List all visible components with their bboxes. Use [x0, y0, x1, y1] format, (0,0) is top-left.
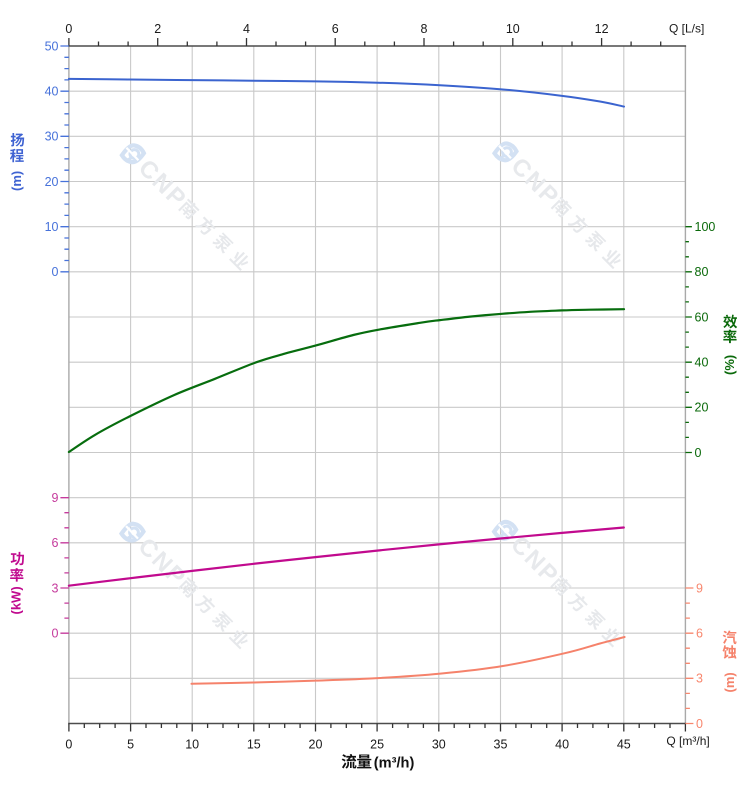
- svg-text:(m³/h): (m³/h): [374, 755, 415, 771]
- svg-text:45: 45: [617, 738, 631, 752]
- svg-text:60: 60: [695, 310, 709, 324]
- svg-text:0: 0: [65, 22, 72, 36]
- svg-text:(kW): (kW): [8, 586, 23, 614]
- svg-text:8: 8: [421, 22, 428, 36]
- svg-text:0: 0: [695, 446, 702, 460]
- svg-text:40: 40: [555, 738, 569, 752]
- svg-text:10: 10: [45, 220, 59, 234]
- svg-text:20: 20: [695, 401, 709, 415]
- svg-text:2: 2: [154, 22, 161, 36]
- svg-text:100: 100: [695, 220, 716, 234]
- svg-text:25: 25: [370, 738, 384, 752]
- svg-text:(%): (%): [722, 355, 737, 375]
- svg-text:20: 20: [45, 175, 59, 189]
- svg-text:6: 6: [332, 22, 339, 36]
- svg-text:30: 30: [432, 738, 446, 752]
- svg-text:Q [L/s]: Q [L/s]: [669, 22, 704, 36]
- svg-text:9: 9: [52, 491, 59, 505]
- svg-text:3: 3: [52, 581, 59, 595]
- svg-text:0: 0: [696, 717, 703, 731]
- svg-text:35: 35: [494, 738, 508, 752]
- svg-text:Q [m³/h]: Q [m³/h]: [666, 734, 709, 748]
- svg-text:20: 20: [309, 738, 323, 752]
- svg-text:(m): (m): [9, 171, 24, 191]
- svg-text:0: 0: [52, 265, 59, 279]
- svg-text:12: 12: [595, 22, 609, 36]
- svg-text:0: 0: [65, 738, 72, 752]
- svg-text:40: 40: [695, 356, 709, 370]
- svg-text:10: 10: [185, 738, 199, 752]
- svg-text:4: 4: [243, 22, 250, 36]
- svg-text:80: 80: [695, 265, 709, 279]
- svg-text:6: 6: [52, 536, 59, 550]
- svg-text:15: 15: [247, 738, 261, 752]
- svg-text:9: 9: [696, 581, 703, 595]
- svg-text:10: 10: [506, 22, 520, 36]
- svg-text:40: 40: [45, 85, 59, 99]
- svg-text:50: 50: [45, 39, 59, 53]
- svg-text:6: 6: [696, 627, 703, 641]
- svg-text:30: 30: [45, 130, 59, 144]
- svg-text:(m): (m): [722, 672, 737, 692]
- svg-text:3: 3: [696, 672, 703, 686]
- svg-text:0: 0: [52, 627, 59, 641]
- svg-text:5: 5: [127, 738, 134, 752]
